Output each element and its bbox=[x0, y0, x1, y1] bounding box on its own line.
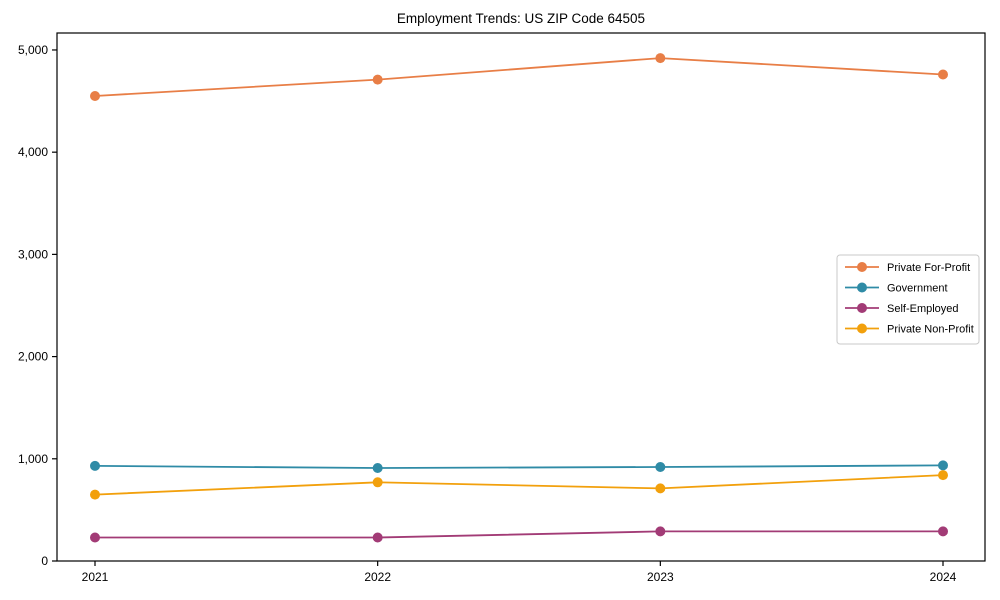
series-point bbox=[90, 489, 100, 500]
series-point bbox=[90, 91, 100, 101]
series-point bbox=[655, 526, 666, 537]
legend-item-label: Private Non-Profit bbox=[887, 324, 974, 336]
legend-marker-dot bbox=[857, 262, 867, 272]
plot-frame bbox=[56, 32, 986, 562]
x-tick-label: 2023 bbox=[647, 570, 674, 584]
series-line bbox=[94, 464, 944, 469]
series-point bbox=[655, 462, 666, 472]
y-tick-label: 3,000 bbox=[18, 247, 48, 261]
x-tick-label: 2022 bbox=[364, 570, 391, 584]
series-point bbox=[372, 532, 383, 543]
series-point bbox=[372, 74, 383, 85]
series-point bbox=[938, 460, 948, 471]
plot-area: 0 1,000 2,000 3,000 4,000 5,000 2021 2022 2023 20… bbox=[18, 32, 986, 584]
series-point bbox=[90, 532, 100, 543]
legend-marker-dot bbox=[857, 323, 867, 334]
y-tick-label: 0 bbox=[41, 554, 48, 568]
y-tick-label: 2,000 bbox=[18, 350, 48, 364]
series-line bbox=[94, 530, 944, 539]
series-point bbox=[938, 526, 948, 537]
x-tick-label: 2024 bbox=[930, 570, 957, 584]
series-point bbox=[372, 477, 383, 488]
series-line bbox=[94, 474, 944, 496]
series-point bbox=[655, 483, 666, 494]
series-point bbox=[938, 470, 948, 481]
x-tick-label: 2021 bbox=[82, 570, 109, 584]
series-point bbox=[372, 463, 383, 473]
series-point bbox=[655, 53, 666, 64]
y-tick-label: 1,000 bbox=[18, 452, 48, 466]
chart-title: Employment Trends: US ZIP Code 64505 bbox=[397, 11, 645, 26]
series-point bbox=[938, 69, 948, 80]
series-line bbox=[94, 57, 944, 97]
legend-item-label: Self-Employed bbox=[887, 303, 959, 315]
y-tick-label: 5,000 bbox=[18, 43, 48, 57]
y-tick-label: 4,000 bbox=[18, 145, 48, 159]
legend-item-label: Private For-Profit bbox=[887, 262, 970, 274]
series-point bbox=[90, 460, 100, 471]
chart-legend: Private For-Profit Government Self-Employe… bbox=[836, 254, 980, 345]
legend-frame bbox=[836, 254, 980, 345]
legend-item-label: Government bbox=[887, 283, 948, 295]
legend-marker-dot bbox=[857, 282, 867, 293]
legend-marker-dot bbox=[857, 303, 867, 313]
